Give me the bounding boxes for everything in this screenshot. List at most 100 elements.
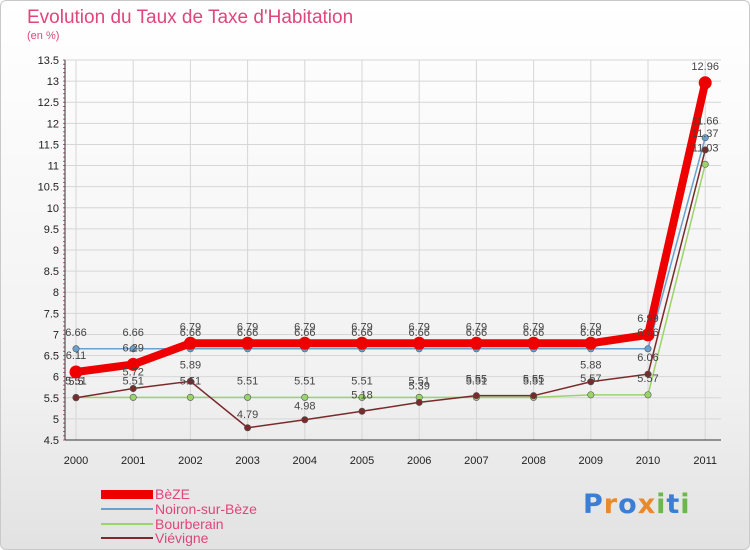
data-label: 5.39	[408, 380, 429, 392]
legend-item-noiron: Noiron-sur-Bèze	[101, 501, 257, 517]
y-tick-label: 6	[53, 372, 59, 384]
y-tick-label: 4.5	[44, 435, 59, 447]
x-tick-label: 2001	[121, 455, 145, 467]
data-label: 5.51	[523, 375, 544, 387]
data-label: 11.03	[692, 142, 719, 154]
data-point	[701, 134, 709, 142]
data-label: 6.66	[523, 327, 544, 339]
data-label: 6.66	[466, 327, 487, 339]
data-point	[469, 336, 483, 350]
chart-subtitle: (en %)	[27, 30, 60, 42]
y-tick-label: 7.5	[44, 308, 59, 320]
data-point	[186, 393, 194, 401]
data-point	[244, 393, 252, 401]
x-tick-label: 2008	[521, 455, 545, 467]
data-label: 6.66	[637, 327, 658, 339]
data-point	[587, 378, 595, 386]
data-point	[358, 407, 366, 415]
data-label: 5.55	[466, 374, 487, 386]
data-label: 6.99	[637, 313, 658, 325]
y-tick-label: 6.5	[44, 351, 59, 363]
series-line	[76, 164, 706, 399]
y-tick-label: 9.5	[44, 224, 59, 236]
data-labels: 6.11 6.29 6.79 6.79 6.79 6.79 6.79 6.79 6.79 6.79…	[65, 61, 719, 421]
data-label: 6.66	[294, 327, 315, 339]
logo-letter: r	[603, 489, 619, 520]
data-point	[355, 336, 369, 350]
data-point	[644, 345, 652, 353]
data-point	[72, 345, 80, 353]
logo-letter: o	[618, 489, 638, 520]
x-tick-label: 2011	[693, 455, 717, 467]
axes	[63, 59, 721, 441]
data-label: 6.79	[351, 321, 372, 333]
data-label: 5.72	[122, 366, 143, 378]
data-label: 6.79	[523, 321, 544, 333]
data-point	[641, 328, 655, 342]
data-point	[129, 393, 137, 401]
data-point	[527, 336, 541, 350]
data-point	[129, 384, 137, 392]
legend-label-bourberain: Bourberain	[155, 516, 224, 532]
data-label: 5.57	[580, 373, 601, 385]
data-point	[644, 370, 652, 378]
data-point	[241, 336, 255, 350]
data-label: 12.96	[691, 61, 719, 73]
chart-title: Evolution du Taux de Taxe d'Habitation	[27, 7, 354, 28]
y-tick-label: 5	[53, 414, 59, 426]
data-label: 11.37	[692, 128, 719, 140]
y-tick-label: 10	[47, 203, 59, 215]
data-label: 5.18	[351, 389, 372, 401]
logo-letter: t	[666, 489, 681, 520]
data-point	[126, 357, 140, 371]
data-point	[301, 393, 309, 401]
legend-swatch-beze	[101, 489, 153, 499]
data-label: 5.51	[237, 375, 258, 387]
data-point	[644, 391, 652, 399]
data-point	[412, 336, 426, 350]
y-axis-ticks: 4.5 5 5.5 6 6.5 7 7.5 8 8.5 9 9.5 10 10.5 11 11.5 12 12.…	[38, 55, 59, 447]
series-line	[75, 149, 706, 429]
grid-lines	[65, 59, 721, 441]
data-label: 11.66	[692, 116, 719, 128]
series-line	[76, 137, 706, 350]
data-label: 6.66	[580, 327, 601, 339]
data-label: 5.51	[466, 375, 487, 387]
data-label: 5.51	[180, 375, 201, 387]
y-tick-label: 9	[53, 245, 59, 257]
data-label: 4.79	[237, 409, 258, 421]
data-point	[186, 377, 194, 385]
data-label: 6.66	[351, 327, 372, 339]
y-tick-label: 12.5	[38, 97, 59, 109]
data-point	[698, 76, 712, 90]
data-label: 6.66	[65, 327, 86, 339]
data-label: 6.66	[408, 327, 429, 339]
legend-item-bourberain: Bourberain	[101, 516, 224, 532]
proxiti-logo: Proxiti	[583, 489, 691, 520]
data-label: 5.51	[408, 375, 429, 387]
x-axis-ticks: 2000 2001 2002 2003 2004 2005 2006 2007 2008 2009…	[64, 455, 717, 467]
data-label: 6.29	[122, 342, 143, 354]
x-tick-label: 2000	[64, 455, 88, 467]
data-label: 6.79	[180, 321, 201, 333]
data-point	[72, 394, 80, 402]
data-label: 6.66	[237, 327, 258, 339]
legend-swatch-bourberain	[101, 523, 153, 525]
y-tick-label: 5.5	[44, 393, 59, 405]
y-tick-label: 12	[47, 118, 59, 130]
y-tick-label: 10.5	[38, 182, 59, 194]
y-tick-label: 13	[47, 76, 59, 88]
data-label: 5.51	[294, 375, 315, 387]
logo-letter: x	[637, 489, 657, 520]
data-point	[472, 392, 480, 400]
x-tick-label: 2009	[579, 455, 603, 467]
legend-swatch-noiron	[101, 508, 153, 510]
data-label: 5.51	[351, 375, 372, 387]
x-tick-label: 2007	[464, 455, 488, 467]
legend-item-vievigne: Viévigne	[101, 530, 208, 546]
data-label: 6.79	[466, 321, 487, 333]
x-tick-label: 2002	[178, 455, 202, 467]
data-label: 4.98	[294, 401, 315, 413]
data-label: 5.51	[122, 375, 143, 387]
